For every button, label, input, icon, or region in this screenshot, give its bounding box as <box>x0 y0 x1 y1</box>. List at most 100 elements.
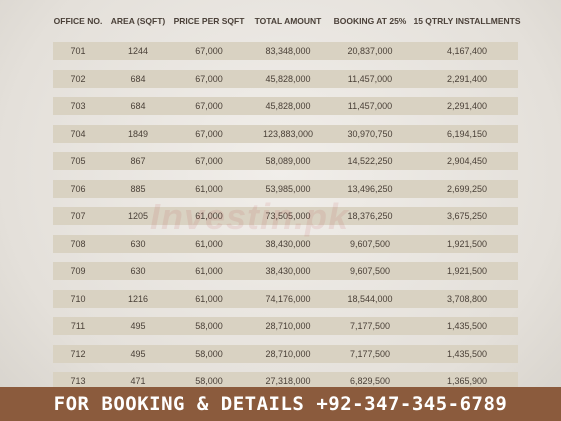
table-cell: 2,291,400 <box>446 101 488 111</box>
table-cell: 20,837,000 <box>347 46 393 56</box>
table-cell: 707 <box>70 211 86 221</box>
table-cell: 7,177,500 <box>349 348 391 359</box>
row-background <box>53 262 518 280</box>
table-cell: 867 <box>130 156 146 166</box>
footer-banner: FOR BOOKING & DETAILS +92-347-345-6789 <box>0 387 561 421</box>
table-cell: 6,829,500 <box>349 376 391 386</box>
table-cell: 53,985,000 <box>265 183 311 194</box>
watermark: Investin.pk <box>150 196 350 237</box>
row-background <box>53 344 518 363</box>
table-cell: 711 <box>70 321 86 331</box>
table-cell: 38,430,000 <box>265 238 311 249</box>
table-cell: 18,544,000 <box>347 293 393 304</box>
table-cell: 45,828,000 <box>265 73 311 84</box>
table-cell: 7,177,500 <box>349 321 391 331</box>
table-cell: 67,000 <box>195 156 223 166</box>
table-cell: 83,348,000 <box>265 46 311 56</box>
table-cell: 1849 <box>127 128 149 139</box>
column-header: OFFICE NO. <box>53 16 103 26</box>
table-cell: 61,000 <box>195 211 223 221</box>
row-background <box>53 97 518 115</box>
table-cell: 1,921,500 <box>446 266 488 276</box>
table-cell: 9,607,500 <box>349 238 391 249</box>
table-cell: 2,291,400 <box>446 73 488 84</box>
table-cell: 14,522,250 <box>347 156 393 166</box>
table-cell: 30,970,750 <box>347 128 393 139</box>
table-cell: 495 <box>130 348 146 359</box>
table-cell: 709 <box>70 266 86 276</box>
table-cell: 1,435,500 <box>446 348 488 359</box>
table-cell: 61,000 <box>195 183 223 194</box>
table-cell: 67,000 <box>195 128 223 139</box>
table-cell: 1244 <box>127 46 149 56</box>
table-cell: 67,000 <box>195 46 223 56</box>
row-background <box>53 372 518 390</box>
table-cell: 9,607,500 <box>349 266 391 276</box>
table-cell: 58,089,000 <box>265 156 311 166</box>
table-cell: 58,000 <box>195 321 223 331</box>
table-cell: 705 <box>70 156 86 166</box>
table-cell: 67,000 <box>195 101 223 111</box>
table-cell: 11,457,000 <box>347 73 393 84</box>
table-cell: 630 <box>130 266 146 276</box>
row-background <box>53 69 518 88</box>
table-cell: 28,710,000 <box>265 321 311 331</box>
table-cell: 38,430,000 <box>265 266 311 276</box>
table-cell: 495 <box>130 321 146 331</box>
table-cell: 706 <box>70 183 86 194</box>
table-cell: 73,505,000 <box>265 211 311 221</box>
row-background <box>53 152 518 170</box>
table-cell: 684 <box>130 101 146 111</box>
table-cell: 61,000 <box>195 293 223 304</box>
table-cell: 28,710,000 <box>265 348 311 359</box>
table-cell: 684 <box>130 73 146 84</box>
column-header: TOTAL AMOUNT <box>254 16 322 26</box>
table-cell: 1205 <box>127 211 149 221</box>
table-cell: 11,457,000 <box>347 101 393 111</box>
row-background <box>53 289 518 308</box>
table-cell: 27,318,000 <box>265 376 311 386</box>
row-background <box>53 42 518 60</box>
column-header: PRICE PER SQFT <box>173 16 245 26</box>
table-cell: 2,699,250 <box>446 183 488 194</box>
column-header: AREA (SQFT) <box>110 16 166 26</box>
column-header: 15 QTRLY INSTALLMENTS <box>413 16 521 26</box>
table-cell: 713 <box>70 376 86 386</box>
table-cell: 58,000 <box>195 348 223 359</box>
table-cell: 45,828,000 <box>265 101 311 111</box>
table-cell: 58,000 <box>195 376 223 386</box>
table-cell: 4,167,400 <box>446 46 488 56</box>
table-cell: 2,904,450 <box>446 156 488 166</box>
table-cell: 1,921,500 <box>446 238 488 249</box>
row-background <box>53 234 518 253</box>
row-background <box>53 207 518 225</box>
table-cell: 471 <box>130 376 146 386</box>
table-cell: 13,496,250 <box>347 183 393 194</box>
table-cell: 1,365,900 <box>446 376 488 386</box>
table-cell: 703 <box>70 101 86 111</box>
table-cell: 3,675,250 <box>446 211 488 221</box>
table-cell: 630 <box>130 238 146 249</box>
table-cell: 3,708,800 <box>446 293 488 304</box>
table-cell: 701 <box>70 46 86 56</box>
table-cell: 710 <box>70 293 86 304</box>
table-cell: 1216 <box>127 293 149 304</box>
table-cell: 61,000 <box>195 266 223 276</box>
table-cell: 885 <box>130 183 146 194</box>
row-background <box>53 124 518 143</box>
table-cell: 704 <box>70 128 86 139</box>
table-cell: 712 <box>70 348 86 359</box>
table-cell: 702 <box>70 73 86 84</box>
table-cell: 18,376,250 <box>347 211 393 221</box>
table-cell: 67,000 <box>195 73 223 84</box>
column-header: BOOKING AT 25% <box>333 16 407 26</box>
table-cell: 123,883,000 <box>262 128 314 139</box>
table-cell: 74,176,000 <box>265 293 311 304</box>
table-cell: 1,435,500 <box>446 321 488 331</box>
row-background <box>53 317 518 335</box>
table-cell: 708 <box>70 238 86 249</box>
table-cell: 61,000 <box>195 238 223 249</box>
row-background <box>53 179 518 198</box>
table-cell: 6,194,150 <box>446 128 488 139</box>
